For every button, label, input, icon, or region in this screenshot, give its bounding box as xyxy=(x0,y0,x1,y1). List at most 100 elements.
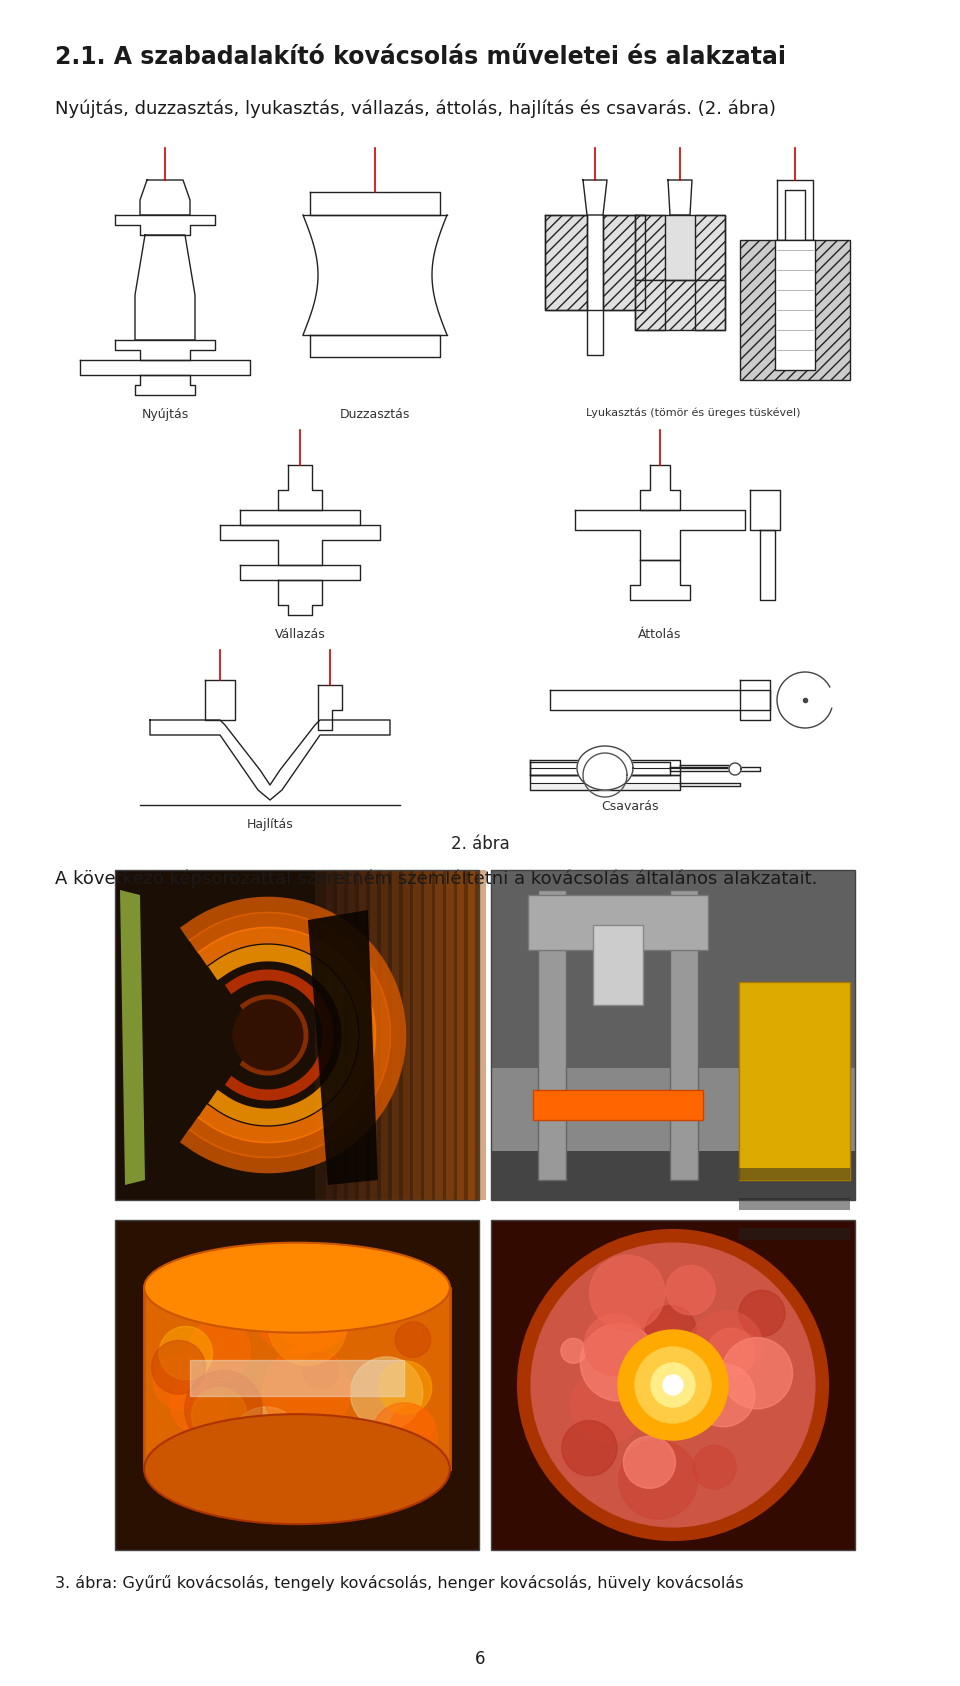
Text: Nyújtás, duzzasztás, lyukasztás, vállazás, áttolás, hajlítás és csavarás. (2. áb: Nyújtás, duzzasztás, lyukasztás, vállazá… xyxy=(55,99,776,118)
Bar xyxy=(446,870,465,1200)
Circle shape xyxy=(570,1367,645,1443)
Polygon shape xyxy=(577,745,633,791)
Bar xyxy=(491,1221,855,1549)
Bar xyxy=(392,870,410,1200)
Bar xyxy=(348,870,366,1200)
Bar xyxy=(635,280,725,330)
Polygon shape xyxy=(583,180,607,216)
Polygon shape xyxy=(587,310,603,356)
Ellipse shape xyxy=(144,1243,450,1332)
Circle shape xyxy=(688,1310,763,1386)
Polygon shape xyxy=(550,690,770,710)
Circle shape xyxy=(184,1371,262,1448)
Circle shape xyxy=(635,1347,711,1423)
Polygon shape xyxy=(635,216,725,330)
Circle shape xyxy=(531,1243,815,1528)
Bar xyxy=(468,870,487,1200)
Circle shape xyxy=(306,1313,340,1347)
Circle shape xyxy=(229,1406,303,1480)
Circle shape xyxy=(618,1330,728,1440)
Polygon shape xyxy=(240,565,360,580)
Polygon shape xyxy=(190,1361,404,1396)
Text: 6: 6 xyxy=(475,1651,485,1667)
Polygon shape xyxy=(530,769,680,782)
Bar xyxy=(491,1150,855,1200)
Bar xyxy=(491,870,855,1200)
Polygon shape xyxy=(140,180,190,216)
Circle shape xyxy=(580,1324,658,1401)
Circle shape xyxy=(378,1361,432,1415)
Polygon shape xyxy=(670,767,760,771)
Bar xyxy=(115,1221,479,1549)
Bar xyxy=(491,1221,855,1549)
Text: Lyukasztás (tömör és üreges tüskével): Lyukasztás (tömör és üreges tüskével) xyxy=(586,408,801,418)
Bar xyxy=(359,870,377,1200)
Bar xyxy=(414,870,432,1200)
Bar xyxy=(738,1168,850,1180)
Circle shape xyxy=(302,1352,339,1389)
Polygon shape xyxy=(144,1288,450,1469)
Circle shape xyxy=(585,1313,645,1376)
Polygon shape xyxy=(640,465,680,509)
Bar xyxy=(740,239,850,379)
Circle shape xyxy=(253,1268,338,1354)
Circle shape xyxy=(191,1388,247,1443)
Circle shape xyxy=(693,1445,736,1489)
Circle shape xyxy=(663,1376,683,1394)
Circle shape xyxy=(692,1364,755,1426)
Polygon shape xyxy=(120,890,145,1185)
Polygon shape xyxy=(278,465,322,509)
Polygon shape xyxy=(630,560,690,600)
Circle shape xyxy=(651,1362,695,1408)
Polygon shape xyxy=(668,180,692,216)
Circle shape xyxy=(274,1270,354,1350)
Bar xyxy=(337,870,355,1200)
Polygon shape xyxy=(740,679,770,720)
Circle shape xyxy=(561,1339,586,1364)
Ellipse shape xyxy=(516,1229,829,1541)
Bar xyxy=(491,870,855,1200)
Circle shape xyxy=(708,1329,756,1376)
Polygon shape xyxy=(603,216,645,310)
Circle shape xyxy=(739,1290,785,1337)
Circle shape xyxy=(350,1357,422,1430)
Bar xyxy=(381,870,399,1200)
Polygon shape xyxy=(303,216,447,336)
Polygon shape xyxy=(240,509,360,524)
Circle shape xyxy=(722,1337,793,1409)
Polygon shape xyxy=(575,509,745,560)
Text: Nyújtás: Nyújtás xyxy=(141,408,188,422)
Circle shape xyxy=(263,1347,350,1435)
Circle shape xyxy=(638,1313,683,1359)
Circle shape xyxy=(589,1254,665,1330)
Circle shape xyxy=(391,1406,433,1448)
Polygon shape xyxy=(135,234,195,341)
Circle shape xyxy=(396,1322,431,1357)
Circle shape xyxy=(562,1421,617,1475)
Text: Hajlítás: Hajlítás xyxy=(247,818,294,831)
Polygon shape xyxy=(318,685,342,730)
Bar xyxy=(603,216,645,310)
Bar xyxy=(402,870,420,1200)
Bar xyxy=(424,870,443,1200)
Circle shape xyxy=(233,1000,303,1071)
Circle shape xyxy=(372,1403,438,1469)
Polygon shape xyxy=(680,782,740,786)
Text: Áttolás: Áttolás xyxy=(638,627,682,641)
Bar xyxy=(635,216,725,330)
Bar xyxy=(115,870,479,1200)
Bar xyxy=(738,1199,850,1211)
Polygon shape xyxy=(530,760,680,776)
Polygon shape xyxy=(115,216,215,234)
Bar xyxy=(326,870,345,1200)
Polygon shape xyxy=(220,524,380,565)
Bar xyxy=(457,870,475,1200)
Bar xyxy=(315,870,333,1200)
Bar xyxy=(534,1091,704,1120)
Polygon shape xyxy=(310,336,440,357)
Bar xyxy=(775,239,815,369)
Polygon shape xyxy=(308,910,378,1185)
Polygon shape xyxy=(530,762,670,776)
Bar xyxy=(545,216,587,310)
Circle shape xyxy=(154,1356,207,1409)
